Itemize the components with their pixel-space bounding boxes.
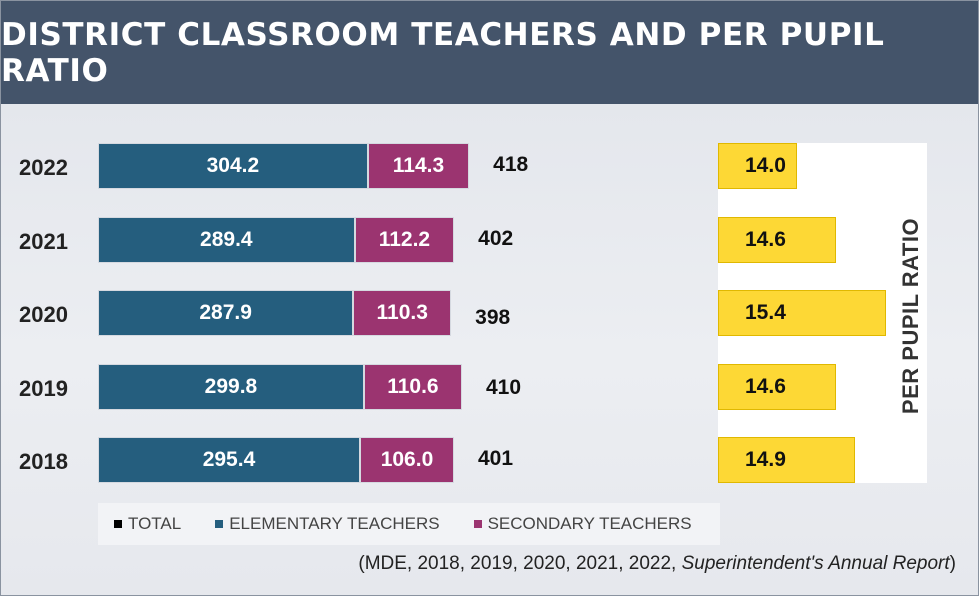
secondary-bar: 112.2	[354, 216, 455, 263]
legend-label: TOTAL	[128, 514, 182, 533]
legend-item: SECONDARY TEACHERS	[473, 514, 692, 534]
total-value: 402	[478, 226, 514, 250]
legend-label: SECONDARY TEACHERS	[487, 514, 692, 533]
elementary-value: 289.4	[200, 227, 253, 251]
secondary-bar: 114.3	[367, 143, 470, 189]
ratio-value: 15.4	[745, 301, 786, 324]
total-value: 418	[493, 153, 529, 176]
legend-swatch	[215, 520, 224, 528]
ratio-value: 14.6	[745, 227, 786, 251]
secondary-value: 114.3	[392, 154, 445, 177]
source-caption: (MDE, 2018, 2019, 2020, 2021, 2022, Supe…	[358, 553, 956, 575]
secondary-value: 106.0	[380, 448, 434, 471]
elementary-value: 304.2	[206, 154, 260, 177]
ratio-value: 14.9	[745, 448, 786, 471]
ratio-value: 14.6	[745, 374, 786, 398]
ratio-value: 14.0	[745, 154, 786, 177]
legend-item: TOTAL	[114, 514, 181, 534]
secondary-bar: 110.3	[353, 290, 452, 336]
legend-label: ELEMENTARY TEACHERS	[229, 514, 440, 533]
year-label: 2022	[19, 155, 68, 180]
elementary-bar: 304.2	[98, 143, 368, 189]
secondary-value: 112.2	[378, 227, 431, 251]
secondary-bar: 106.0	[359, 437, 454, 483]
caption-report-name: Superintendent's Annual Report	[681, 553, 950, 574]
elementary-bar: 299.8	[98, 363, 364, 410]
legend-item: ELEMENTARY TEACHERS	[215, 514, 440, 534]
elementary-value: 299.8	[204, 374, 258, 398]
legend-swatch	[473, 520, 482, 528]
ratio-bar: 14.6	[718, 216, 836, 263]
ratio-bar: 15.4	[718, 290, 887, 336]
year-label: 2019	[19, 375, 68, 401]
legend-swatch	[114, 520, 122, 528]
secondary-bar: 110.6	[363, 363, 462, 410]
elementary-bar: 295.4	[98, 437, 360, 483]
title-bar: DISTRICT CLASSROOM TEACHERS AND PER PUPI…	[1, 1, 978, 104]
ratio-bar: 14.9	[718, 437, 855, 483]
caption-suffix: )	[949, 553, 956, 574]
elementary-value: 295.4	[202, 448, 256, 471]
year-label: 2021	[19, 228, 68, 254]
ratio-bar: 14.0	[718, 143, 798, 189]
elementary-bar: 287.9	[98, 290, 354, 336]
total-value: 398	[475, 306, 511, 329]
ratio-bar: 14.6	[718, 363, 836, 410]
total-value: 401	[478, 447, 514, 470]
year-label: 2020	[19, 302, 68, 327]
elementary-value: 287.9	[199, 301, 252, 324]
elementary-bar: 289.4	[98, 216, 355, 263]
total-value: 410	[485, 375, 522, 399]
caption-prefix: (MDE, 2018, 2019, 2020, 2021, 2022,	[358, 553, 682, 574]
legend: TOTAL ELEMENTARY TEACHERS SECONDARY TEACHE…	[98, 503, 720, 545]
secondary-value: 110.6	[387, 374, 439, 398]
secondary-value: 110.3	[376, 301, 428, 324]
chart-title: DISTRICT CLASSROOM TEACHERS AND PER PUPI…	[1, 16, 885, 89]
year-label: 2018	[19, 449, 68, 474]
